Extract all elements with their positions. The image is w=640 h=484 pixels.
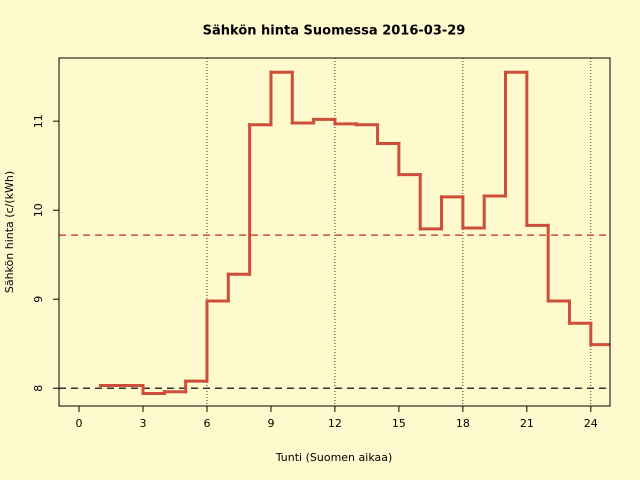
x-axis-label: Tunti (Suomen aikaa) [275,451,393,464]
chart-title: Sähkön hinta Suomessa 2016-03-29 [203,24,466,39]
y-axis-label: Sähkön hinta (c/(kWh) [3,171,16,293]
x-tick-label: 24 [584,417,598,430]
x-tick-label: 0 [76,417,83,430]
y-tick-label: 11 [32,114,45,128]
x-tick-label: 12 [328,417,342,430]
y-tick-label: 9 [32,296,45,303]
x-tick-label: 21 [520,417,534,430]
y-tick-label: 8 [32,385,45,392]
plot-area [59,58,610,406]
x-tick-label: 18 [456,417,470,430]
x-tick-label: 3 [140,417,147,430]
x-tick-label: 9 [267,417,274,430]
plot-frame [58,57,611,407]
x-tick-label: 15 [392,417,406,430]
x-tick-label: 6 [203,417,210,430]
y-tick-label: 10 [32,203,45,217]
